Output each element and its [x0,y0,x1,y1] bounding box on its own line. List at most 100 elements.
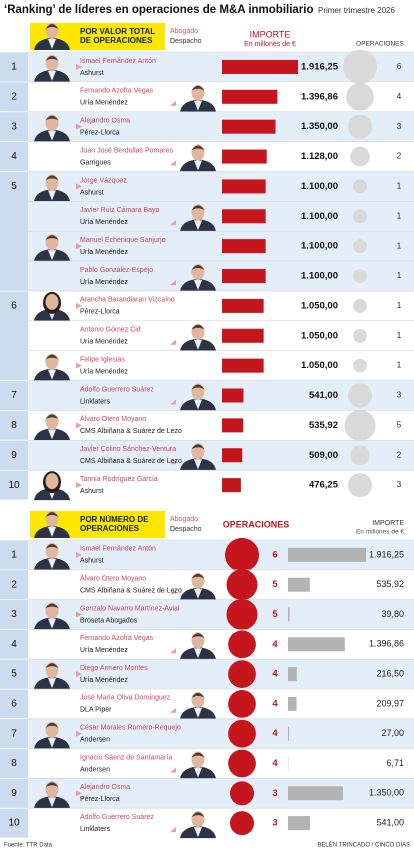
lawyer-label: Abogado [170,28,198,35]
group-bg [0,470,414,501]
count-bubble [350,146,370,167]
rank-cell [0,749,28,778]
pointer [76,611,82,618]
rank-label: 8 [11,758,17,769]
rank-label: 7 [11,390,17,401]
photo-shirt [194,588,202,599]
value-label: 1.100,00 [301,271,338,282]
lawyer-name: Diego Armero Montes [80,665,148,672]
photo-shirt [194,100,202,111]
photo-shirt [194,707,202,718]
pointer [170,707,176,713]
rank-label: 4 [11,639,17,650]
rank-cell [0,470,28,500]
rank-label: 4 [11,151,17,162]
count-bubble [228,749,256,778]
count-label: 1 [397,241,402,250]
lawyer-name: Fernando Azofra Vegas [80,635,154,642]
rank-label: 10 [8,818,20,829]
lawyer-name: Álvaro Otero Moyano [80,414,146,423]
photo-shirt [48,527,56,537]
value-bar [222,478,241,493]
firm-label: Despacho [170,38,202,45]
value-label: 1.350,00 [301,121,338,132]
count-bubble [226,598,258,631]
firm-name: Ashurst [80,189,104,196]
rank-label: 6 [11,301,17,312]
value-bar [288,607,290,622]
firm-name: Andersen [80,737,110,744]
count-bubble [353,239,367,254]
value-label: 1.396,86 [301,91,338,102]
value-bar [222,328,264,343]
value-bar [222,239,266,254]
firm-name: CMS Albiñana & Suárez de Lezo [80,588,182,595]
rank-cell [0,112,28,142]
count-bubble [229,811,255,836]
photo-hair [45,235,59,241]
photo-shirt [194,220,202,231]
firm-name: Garrigues [80,159,111,166]
count-label: 5 [272,609,278,620]
pointer [76,790,82,797]
value-bar [222,59,298,74]
photo-hair [191,384,205,390]
value-title: IMPORTE [250,29,291,39]
rank-cell [0,570,28,600]
firm-name: DLA Piper [80,707,112,714]
count-label: 4 [272,698,278,709]
firm-name: Uría Menéndez [80,368,128,375]
photo-hair [191,692,205,698]
photo-hair [191,444,205,450]
firm-name: Uría Menéndez [80,339,128,346]
pointer [76,302,82,309]
photo-hair [191,205,205,211]
count-bubble [353,209,367,224]
credit: BELÉN TRINCADO / CINCO DÍAS [317,842,410,849]
rank-label: 2 [11,91,17,102]
rank-label: 5 [11,181,17,192]
value-bar [288,547,366,562]
rank-cell [0,719,28,749]
pointer [170,588,176,594]
count-bubble [353,358,367,373]
rank-label: 7 [11,728,17,739]
rank-cell [0,410,28,440]
photo-hair [45,354,59,360]
pointer [76,362,82,369]
value-bar [222,179,266,194]
rank-cell [0,440,28,470]
pointer [170,767,176,773]
photo-hair [45,722,59,728]
firm-name: Uría Menéndez [80,249,128,256]
pointer [170,827,176,833]
value-bar [222,89,278,104]
photo-hair [191,85,205,91]
firm-name: Uría Menéndez [80,677,128,684]
lawyer-name: Gonzalo Navarro Martínez-Avial [80,605,180,612]
rank-cell [0,291,28,381]
pointer [170,648,176,654]
photo-shirt [194,280,202,291]
pointer [76,671,82,678]
count-label: 1 [397,331,402,340]
rank-cell [0,689,28,719]
pointer [170,339,176,345]
count-label: 4 [272,669,278,680]
source: Fuente: TTR Data [4,843,53,849]
rank-label: 1 [11,62,17,73]
count-label: 1 [397,182,402,191]
header-label-box: POR VALOR TOTAL DE OPERACIONES [80,27,155,45]
subtitle: Primer trimestre 2026 [318,6,395,15]
photo-shirt [194,648,202,659]
lawyer-name: Alejandro Osma [80,118,130,125]
photo-face [45,293,59,310]
rank-label: 8 [11,420,17,431]
count-bubble [228,660,256,688]
group-bg [0,111,414,142]
rank-cell [0,659,28,689]
count-bubble [353,179,367,194]
value-label: 216,50 [376,668,404,678]
value-label: 1.100,00 [301,181,338,192]
